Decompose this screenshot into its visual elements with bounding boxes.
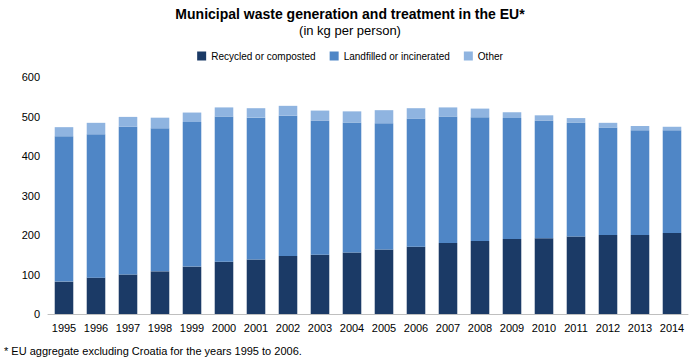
svg-text:200: 200: [22, 229, 40, 241]
svg-text:600: 600: [22, 71, 40, 83]
svg-text:Municipal waste generation and: Municipal waste generation and treatment…: [175, 6, 525, 22]
svg-text:0: 0: [34, 308, 40, 320]
svg-text:1999: 1999: [180, 322, 204, 334]
svg-text:2004: 2004: [340, 322, 364, 334]
svg-text:1997: 1997: [116, 322, 140, 334]
svg-text:1995: 1995: [52, 322, 76, 334]
svg-text:2003: 2003: [308, 322, 332, 334]
svg-text:2000: 2000: [212, 322, 236, 334]
svg-text:2013: 2013: [628, 322, 652, 334]
svg-text:300: 300: [22, 190, 40, 202]
svg-text:(in kg per person): (in kg per person): [299, 23, 401, 38]
svg-text:2010: 2010: [532, 322, 556, 334]
svg-text:400: 400: [22, 150, 40, 162]
svg-text:1998: 1998: [148, 322, 172, 334]
svg-text:Other: Other: [478, 51, 504, 62]
svg-text:2008: 2008: [468, 322, 492, 334]
svg-text:2007: 2007: [436, 322, 460, 334]
svg-text:2014: 2014: [660, 322, 684, 334]
svg-text:Landfilled or incinerated: Landfilled or incinerated: [344, 51, 450, 62]
svg-text:2009: 2009: [500, 322, 524, 334]
svg-text:2001: 2001: [244, 322, 268, 334]
svg-text:Recycled or composted: Recycled or composted: [211, 51, 316, 62]
svg-text:2011: 2011: [564, 322, 588, 334]
svg-text:2006: 2006: [404, 322, 428, 334]
svg-text:500: 500: [22, 111, 40, 123]
svg-text:100: 100: [22, 269, 40, 281]
svg-text:2012: 2012: [596, 322, 620, 334]
svg-text:1996: 1996: [84, 322, 108, 334]
svg-text:2002: 2002: [276, 322, 300, 334]
svg-text:2005: 2005: [372, 322, 396, 334]
svg-text:* EU aggregate excluding Croat: * EU aggregate excluding Croatia for the…: [4, 345, 302, 357]
